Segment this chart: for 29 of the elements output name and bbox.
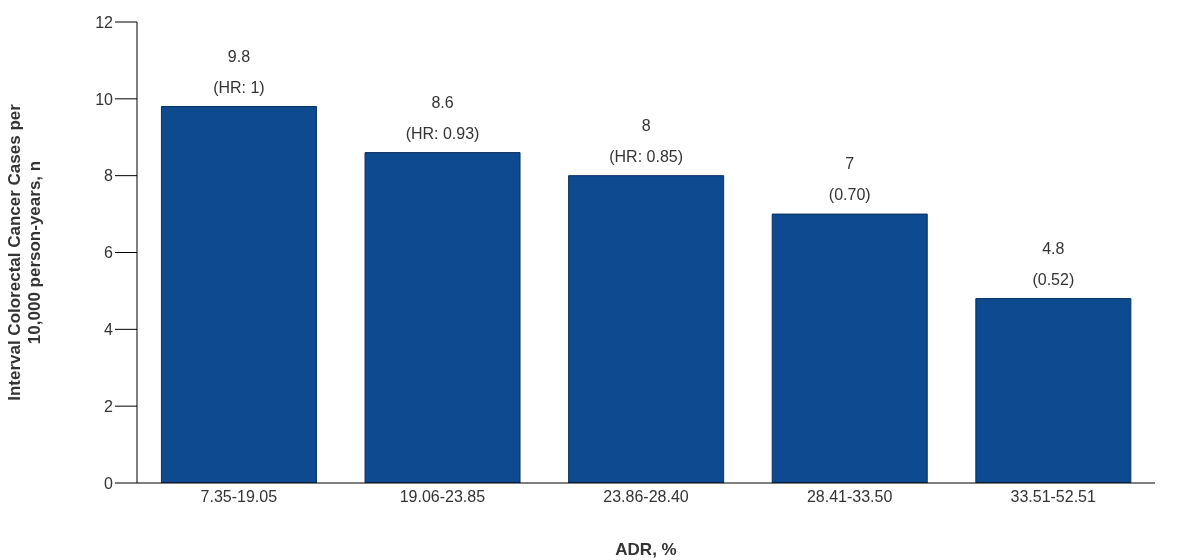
bar	[771, 213, 928, 483]
bar	[568, 175, 725, 483]
x-tick-label: 28.41-33.50	[806, 488, 893, 506]
x-tick-label: 19.06-23.85	[399, 488, 486, 506]
data-label: 4.8	[1042, 239, 1065, 257]
annotation: (0.52)	[1032, 270, 1075, 288]
annotation: (0.70)	[828, 186, 871, 204]
y-tick-label: 12	[95, 13, 114, 31]
y-tick-label: 8	[104, 167, 114, 185]
y-tick-label: 4	[104, 321, 114, 339]
bar	[364, 152, 521, 483]
x-tick-label: 23.86-28.40	[603, 488, 689, 506]
bar	[160, 106, 317, 483]
annotation: (HR: 0.85)	[609, 147, 684, 165]
annotation: (HR: 0.93)	[405, 124, 480, 142]
y-tick-label: 0	[104, 474, 114, 492]
bar	[975, 298, 1132, 483]
data-label: 8	[641, 116, 651, 134]
x-tick-label: 33.51-52.51	[1010, 488, 1096, 506]
data-label: 9.8	[227, 47, 251, 65]
data-label: 8.6	[431, 93, 454, 111]
x-tick-label: 7.35-19.05	[200, 488, 278, 506]
data-label: 7	[845, 155, 855, 173]
y-axis-title: Interval Colorectal Cancer Cases per 10,000 person-years, n	[5, 103, 44, 401]
y-tick-label: 6	[104, 244, 114, 262]
y-tick-label: 2	[104, 397, 114, 415]
x-axis-title: ADR, %	[615, 540, 677, 559]
annotation: (HR: 1)	[213, 78, 265, 96]
y-tick-label: 10	[95, 90, 114, 108]
